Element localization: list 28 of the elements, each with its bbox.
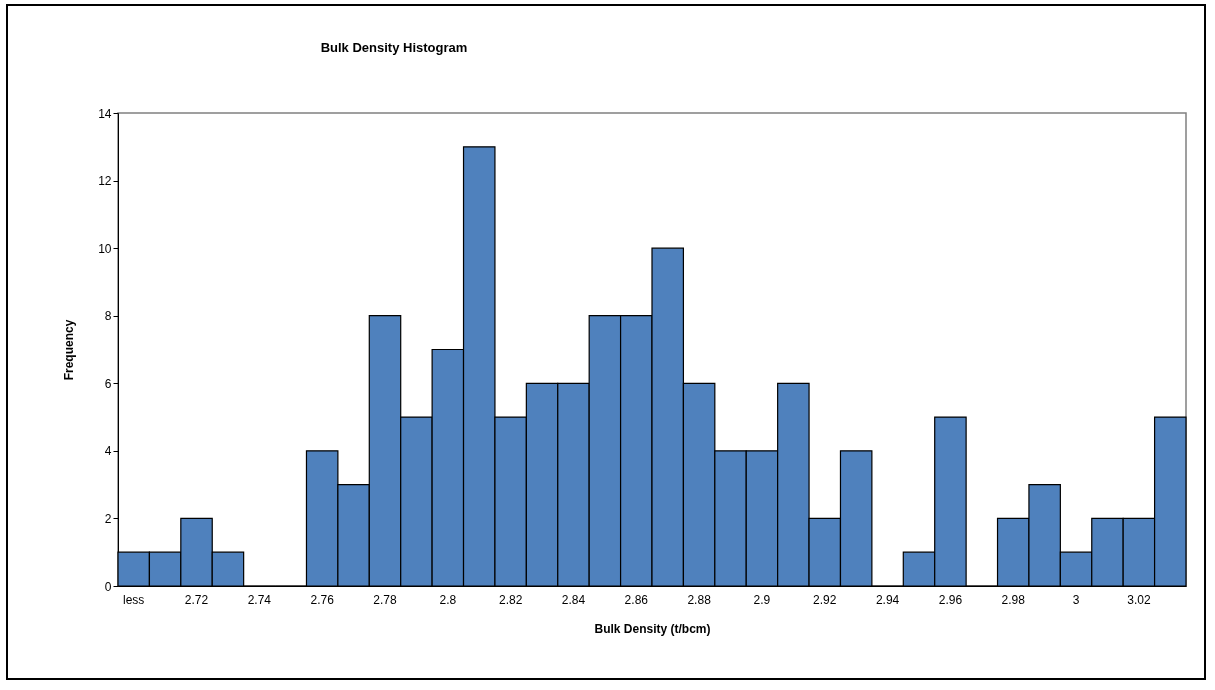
x-tick-label: 2.76 [310,592,335,607]
x-tick-label: 2.8 [439,592,457,607]
x-tick-label: 2.78 [373,592,397,607]
x-tick-label: 2.94 [875,592,900,607]
x-tick-label: less [123,592,145,607]
x-tick-label: 2.82 [498,592,523,607]
x-tick-label: 2.72 [184,592,209,607]
y-axis-title: Frequency [62,319,77,381]
x-tick-label: 2.96 [938,592,963,607]
x-tick-label: 2.92 [813,592,837,607]
x-tick-label: 2.9 [753,592,771,607]
x-tick-label: 2.86 [624,592,649,607]
x-tick-label: 3 [1072,592,1080,607]
y-tick-label: 12 [98,174,112,189]
y-tick-label: 2 [104,511,112,526]
x-tick-label: 3.02 [1127,592,1151,607]
x-tick-label: 2.98 [1001,592,1026,607]
y-tick-label: 6 [104,376,112,391]
x-axis-title: Bulk Density (t/bcm) [594,621,711,636]
chart-title: Bulk Density Histogram [320,40,468,55]
x-tick-label: 2.88 [687,592,712,607]
x-tick-label: 2.74 [247,592,272,607]
y-tick-label: 10 [98,241,112,256]
y-tick-label: 0 [104,579,112,594]
x-tick-label: 2.84 [561,592,586,607]
y-tick-label: 4 [104,444,112,459]
y-tick-label: 8 [104,309,112,324]
y-tick-label: 14 [98,106,112,121]
